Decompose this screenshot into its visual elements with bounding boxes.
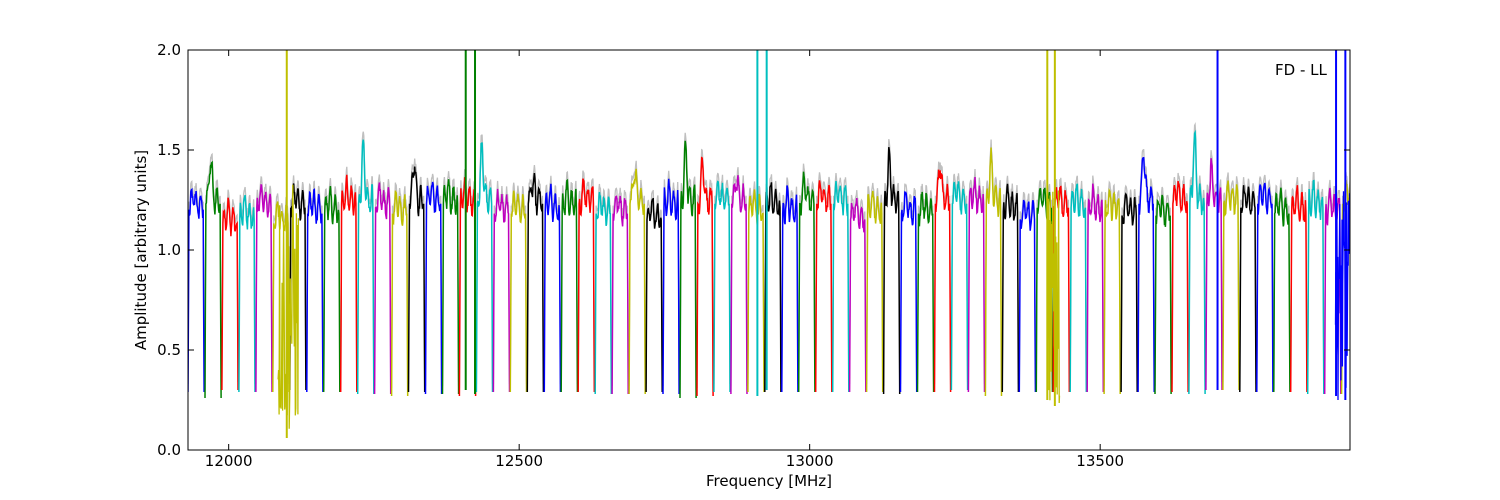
channel-trace — [1086, 183, 1105, 393]
x-tick-label: 12500 — [495, 452, 543, 470]
x-axis-title: Frequency [MHz] — [706, 472, 832, 490]
channel-trace — [1256, 182, 1274, 393]
channel-trace — [1052, 185, 1071, 393]
channel-trace — [1188, 129, 1206, 395]
channel-trace — [339, 174, 358, 393]
channel-trace — [543, 183, 562, 393]
channel-trace — [933, 169, 952, 393]
channel-trace — [424, 181, 443, 395]
channel-trace — [1137, 157, 1155, 393]
channel-trace — [1001, 183, 1020, 393]
y-tick-label: 1.0 — [157, 241, 181, 259]
channel-trace — [865, 190, 884, 393]
channel-trace — [1035, 187, 1054, 393]
channel-trace — [967, 176, 986, 393]
channel-trace — [526, 173, 545, 393]
y-tick-label: 2.0 — [157, 41, 181, 59]
x-axis-ticks: 12000 12500 13000 13500 — [205, 50, 1124, 470]
background-channel-trace — [1256, 174, 1274, 385]
channel-trace — [390, 190, 409, 397]
channel-trace — [848, 198, 867, 393]
background-channel-trace — [899, 182, 918, 385]
background-channel-trace — [730, 167, 748, 387]
channel-trace — [1103, 187, 1121, 395]
channel-trace — [984, 147, 1003, 397]
x-tick-label: 12000 — [205, 452, 253, 470]
channel-trace — [831, 181, 850, 393]
channel-trace — [577, 178, 596, 393]
channel-trace — [221, 197, 239, 391]
channel-trace — [475, 142, 494, 393]
channel-trace — [950, 181, 969, 391]
channel-trace — [458, 177, 477, 397]
channel-trace — [560, 178, 579, 393]
channel-trace — [814, 180, 833, 393]
channel-trace — [1069, 183, 1088, 393]
channel-trace — [662, 178, 680, 395]
channel-trace — [373, 182, 392, 395]
channel-trace — [594, 191, 613, 395]
x-tick-label: 13500 — [1076, 452, 1124, 470]
channel-trace — [1205, 158, 1223, 391]
channel-trace — [747, 189, 765, 393]
channel-trace — [509, 190, 528, 393]
channel-trace — [882, 146, 901, 395]
channel-trace — [322, 186, 341, 393]
plot-background — [188, 50, 1350, 450]
channel-trace — [255, 184, 273, 393]
y-tick-label: 0.0 — [157, 441, 181, 459]
noise-trace — [1334, 191, 1350, 401]
channel-trace — [306, 188, 324, 393]
channel-trace — [1323, 187, 1342, 395]
channel-trace — [1222, 180, 1240, 391]
channel-trace — [238, 194, 256, 393]
y-tick-label: 0.5 — [157, 341, 181, 359]
channel-trace — [696, 156, 714, 397]
channel-trace — [797, 171, 816, 393]
channel-trace — [1289, 185, 1308, 393]
background-channel-trace — [188, 180, 205, 385]
channel-trace — [188, 187, 205, 393]
channel-trace — [204, 160, 222, 399]
channel-trace — [713, 180, 731, 393]
channel-trace — [492, 188, 511, 393]
channel-trace — [611, 195, 629, 395]
channel-trace — [1171, 180, 1189, 393]
channel-trace — [356, 139, 375, 395]
channel-trace — [1239, 185, 1257, 393]
channel-trace — [628, 168, 646, 395]
y-axis-title: Amplitude [arbitrary units] — [132, 150, 150, 350]
channel-trace — [1273, 187, 1291, 393]
y-axis-ticks: 0.0 0.5 1.0 1.5 2.0 — [157, 41, 1350, 459]
channel-trace — [1018, 199, 1037, 393]
channel-trace — [1306, 179, 1325, 395]
channel-trace — [899, 190, 918, 393]
series-layer — [188, 50, 1350, 438]
noise-trace — [1047, 190, 1061, 404]
noise-trace — [277, 184, 300, 429]
channel-trace — [679, 140, 697, 399]
channel-trace — [1120, 192, 1138, 393]
channel-trace — [441, 179, 460, 395]
x-tick-label: 13000 — [786, 452, 834, 470]
channel-trace — [645, 197, 663, 393]
channel-trace — [407, 166, 426, 393]
channel-trace — [781, 185, 799, 393]
chart-annotation: FD - LL — [1275, 61, 1327, 79]
y-tick-label: 1.5 — [157, 141, 181, 159]
channel-trace — [1154, 194, 1172, 395]
channel-trace — [730, 175, 748, 395]
channel-trace — [916, 191, 935, 393]
